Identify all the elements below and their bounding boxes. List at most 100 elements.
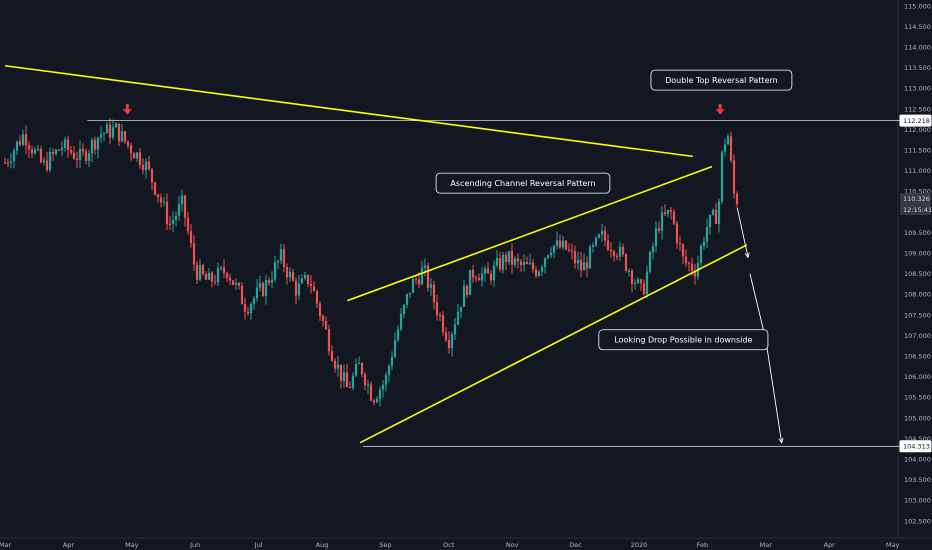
candle-body: [537, 271, 541, 276]
candle-body: [162, 201, 166, 203]
x-tick-label: Apr: [824, 541, 836, 549]
candle-body: [711, 210, 715, 215]
candle-body: [156, 194, 160, 198]
candle-body: [210, 272, 214, 282]
candle-body: [6, 162, 10, 164]
candle-body: [333, 360, 337, 369]
y-tick-label: 106.500: [904, 353, 931, 361]
callouts-layer: Double Top Reversal Pattern Ascending Cha…: [435, 69, 793, 351]
candle-body: [228, 277, 232, 281]
candle-body: [192, 243, 196, 265]
candle-body: [72, 152, 76, 159]
candle-body: [675, 223, 679, 244]
candle-body: [84, 151, 88, 161]
candle-body: [417, 279, 421, 285]
y-tick-label: 107.000: [904, 332, 931, 340]
candle-body: [189, 231, 193, 244]
levels-layer: [87, 120, 906, 447]
callout-box[interactable]: [598, 329, 769, 351]
candle-body: [594, 237, 598, 246]
candle-body: [288, 271, 292, 278]
candle-body: [480, 273, 484, 281]
price-tag: [900, 204, 931, 216]
candle-body: [234, 282, 238, 285]
candle-body: [186, 217, 190, 232]
y-tick-label: 115.000: [904, 2, 931, 10]
candle-body: [225, 273, 229, 278]
candle-body: [153, 182, 157, 195]
candle-body: [645, 271, 649, 295]
price-tags-layer: 112.218 110.326 12:15:41 104.313: [899, 114, 932, 453]
candle-body: [561, 240, 565, 248]
y-tick-label: 102.500: [904, 517, 931, 525]
trend-line[interactable]: [4, 64, 693, 158]
candle-body: [222, 267, 226, 274]
projection-arrow-line[interactable]: [749, 273, 767, 340]
candle-body: [291, 271, 295, 281]
candle-body: [453, 324, 457, 334]
x-tick-label: Jun: [189, 541, 200, 549]
price-tag: [899, 440, 932, 453]
candle-body: [141, 165, 145, 171]
callout-box[interactable]: [650, 69, 793, 91]
candle-body: [336, 364, 340, 369]
y-tick-label: 104.000: [904, 456, 931, 464]
candle-body: [168, 224, 172, 226]
projection-arrow-line[interactable]: [765, 339, 783, 443]
candle-body: [663, 212, 667, 215]
candle-body: [369, 384, 373, 401]
candle-body: [351, 375, 355, 388]
callout-box[interactable]: [435, 172, 611, 194]
y-tick-label: 103.000: [904, 497, 931, 505]
candle-body: [507, 251, 511, 263]
trendlines-layer: [4, 64, 748, 444]
price-tag-label: 112.218: [903, 117, 930, 125]
candle-body: [324, 321, 328, 330]
candle-body: [396, 329, 400, 341]
candle-body: [456, 311, 460, 325]
candle-body: [147, 161, 151, 169]
trend-line[interactable]: [359, 244, 748, 444]
candle-body: [249, 304, 253, 314]
candle-body: [342, 372, 346, 381]
callout-label: Ascending Channel Reversal Pattern: [450, 179, 595, 188]
candle-body: [666, 209, 670, 215]
x-tick-label: Mar: [760, 541, 773, 549]
candle-body: [39, 148, 43, 163]
candle-body: [579, 259, 583, 271]
candle-body: [174, 215, 178, 220]
candle-body: [207, 272, 211, 280]
x-tick-label: 2020: [631, 541, 648, 549]
callout-label: Looking Drop Possible in downside: [614, 336, 752, 345]
candle-body: [198, 265, 202, 280]
candle-body: [345, 372, 349, 388]
candle-body: [102, 133, 106, 135]
candle-body: [564, 240, 568, 250]
candle-body: [309, 283, 313, 287]
price-tag: [900, 193, 931, 205]
candle-body: [576, 259, 580, 264]
candle-body: [513, 258, 517, 265]
x-tick-label: Mar: [0, 541, 11, 549]
y-tick-label: 111.500: [904, 147, 931, 155]
candle-body: [60, 147, 64, 151]
candle-body: [144, 161, 148, 171]
candle-body: [303, 274, 307, 279]
y-tick-label: 109.500: [904, 229, 931, 237]
x-tick-label: Aug: [316, 541, 329, 549]
y-tick-label: 106.000: [904, 373, 931, 381]
candle-body: [387, 365, 391, 376]
candle-body: [183, 195, 187, 218]
time-axis[interactable]: Mar Apr May Jun Jul Aug Sep Oct Nov Dec 2020 Feb Mar…: [0, 541, 899, 549]
candle-body: [195, 264, 199, 280]
projection-arrow-line[interactable]: [736, 207, 749, 258]
candle-body: [531, 262, 535, 270]
y-tick-label: 112.500: [904, 105, 931, 113]
candle-body: [534, 269, 538, 276]
candle-body: [468, 269, 472, 295]
candle-body: [63, 139, 67, 148]
trend-line[interactable]: [347, 165, 713, 302]
y-tick-label: 112.000: [904, 126, 931, 134]
candle-body: [363, 374, 367, 386]
